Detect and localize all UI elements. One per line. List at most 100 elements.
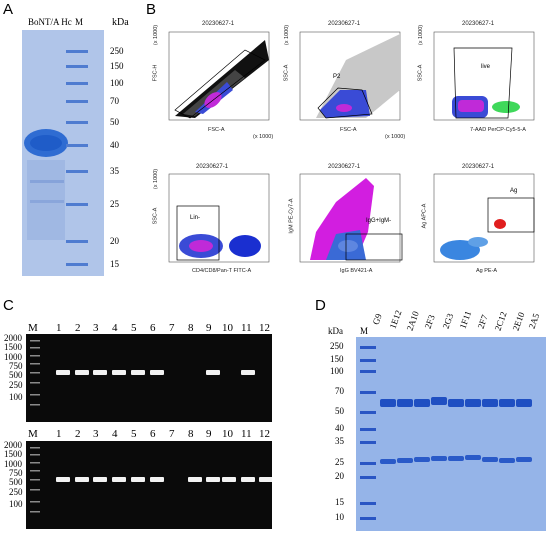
flow-plot-3-gate: live [481,64,491,70]
panel-c-bottom-marker-1500: 1500 [4,449,22,459]
panel-c-bottom-lane-6: 6 [150,428,156,440]
panel-a-gel [22,30,104,276]
panel-c-top-band-lane-1 [56,370,70,375]
panel-c-top-lane-12: 12 [259,322,270,334]
panel-d-letter: D [315,297,326,314]
panel-c-bottom-lane-12: 12 [259,428,270,440]
panel-c-bottom-lane-11: 11 [241,428,252,440]
panel-d-m-label: M [360,326,369,336]
panel-c-top-lane-7: 7 [169,322,175,334]
panel-d-lane-1E12: 1E12 [387,308,404,330]
flow-plot-2-gate: P2 [333,74,341,80]
panel-c-bottom-marker-1000: 1000 [4,459,22,469]
panel-c-top-band-lane-9 [206,370,220,375]
flow-plot-5-title: 20230627-1 [328,164,361,170]
panel-d-marker-35: 35 [335,436,344,446]
flow-plot-5-xlabel: IgG BV421-A [340,268,373,274]
panel-c-top-marker-1500: 1500 [4,342,22,352]
panel-c-top-marker-100: 100 [9,392,23,402]
panel-a-letter: A [3,1,14,18]
panel-c-bottom-band-lane-12 [259,477,272,482]
panel-c-top-marker-250: 250 [9,380,23,390]
panel-c-bottom-band-lane-11 [241,477,255,482]
panel-c-top-lane-6: 6 [150,322,156,334]
flow-plot-6-title: 20230627-1 [462,164,495,170]
panel-c-bottom-band-lane-4 [112,477,126,482]
panel-c-top-lane-2: 2 [75,322,81,334]
panel-a-marker-35: 35 [110,166,119,176]
panel-c-bottom-band-lane-6 [150,477,164,482]
panel-c-bottom-lane-9: 9 [206,428,212,440]
panel-a-unit-label: kDa [112,17,129,28]
flow-plot-5 [299,173,403,263]
flow-plot-1-xunit: (x 1000) [253,134,274,140]
panel-d-lane-2F3: 2F3 [422,313,437,330]
flow-plot-1-title: 20230627-1 [202,21,235,27]
panel-a-lane1-label: BoNT/A Hc [28,17,72,27]
panel-a-marker-15: 15 [110,259,119,269]
panel-c-bottom-lane-1: 1 [56,428,62,440]
flow-plot-1-yunit: (x 1000) [153,24,160,46]
panel-d-lane-G9: G9 [370,312,384,326]
panel-a-lane2-label: M [75,17,84,27]
panel-c-bottom-lane-10: 10 [222,428,233,440]
panel-c-top-gel [26,334,272,422]
panel-a-marker-70: 70 [110,96,119,106]
panel-d-marker-25: 25 [335,457,344,467]
panel-c-top-lane-4: 4 [112,322,118,334]
flow-plot-3-xlabel: 7-AAD PerCP-Cy5-5-A [470,127,526,133]
panel-d-lane-2E10: 2E10 [510,310,527,332]
panel-c-bottom-lane-3: 3 [93,428,99,440]
panel-c-top-band-lane-5 [131,370,145,375]
panel-a-marker-20: 20 [110,236,119,246]
panel-d-marker-100: 100 [330,366,344,376]
panel-c-top-marker-2000: 2000 [4,333,22,343]
flow-plot-2-yunit: (x 1000) [284,24,291,46]
panel-c-bottom-m-label: M [28,428,38,440]
panel-d-marker-15: 15 [335,497,344,507]
panel-c-top-lane-11: 11 [241,322,252,334]
flow-plot-6-gate: Ag [510,188,518,194]
panel-d-lane-2C12: 2C12 [492,310,509,332]
flow-plot-5-gate: IgG+IgM- [366,218,392,224]
flow-plot-3-ylabel: SSC-A [417,64,424,82]
panel-c-bottom-marker-500: 500 [9,477,23,487]
panel-d-lane-2F7: 2F7 [475,313,490,330]
panel-c-bottom-marker-100: 100 [9,499,23,509]
panel-d-marker-40: 40 [335,423,344,433]
panel-a-marker-150: 150 [110,61,124,71]
panel-b-letter: B [146,1,157,18]
flow-plot-6 [433,173,535,263]
panel-d-lane-1F11: 1F11 [457,309,474,330]
panel-c-top-lane-9: 9 [206,322,212,334]
panel-c-bottom-band-lane-10 [222,477,236,482]
panel-c-top-band-lane-2 [75,370,89,375]
panel-c-bottom-band-lane-5 [131,477,145,482]
panel-c-top-marker-1000: 1000 [4,352,22,362]
panel-c-top-band-lane-6 [150,370,164,375]
panel-c-bottom-lane-8: 8 [188,428,194,440]
flow-plot-2-xlabel: FSC-A [340,127,357,133]
panel-c-bottom-band-lane-3 [93,477,107,482]
panel-c-bottom-lane-5: 5 [131,428,137,440]
panel-d-lane-2G3: 2G3 [440,312,456,330]
panel-d-lane-2A10: 2A10 [404,309,421,332]
panel-c-top-band-lane-3 [93,370,107,375]
panel-c-bottom-lane-7: 7 [169,428,175,440]
flow-plot-1 [168,31,270,121]
panel-c-bottom-lane-4: 4 [112,428,118,440]
panel-c-bottom-marker-750: 750 [9,468,23,478]
panel-d-marker-250: 250 [330,341,344,351]
panel-a-marker-40: 40 [110,140,119,150]
flow-plot-3-title: 20230627-1 [462,21,495,27]
flow-plot-2-ylabel: SSC-A [283,64,290,82]
flow-plot-2 [299,31,401,121]
panel-d-unit-label: kDa [328,326,343,336]
flow-plot-3-yunit: (x 1000) [418,24,425,46]
panel-a-marker-25: 25 [110,199,119,209]
panel-c-letter: C [3,297,14,314]
flow-plot-6-ylabel: Ag APC-A [421,203,428,229]
panel-c-top-lane-1: 1 [56,322,62,334]
flow-plot-2-xunit: (x 1000) [385,134,406,140]
panel-c-top-m-label: M [28,322,38,334]
